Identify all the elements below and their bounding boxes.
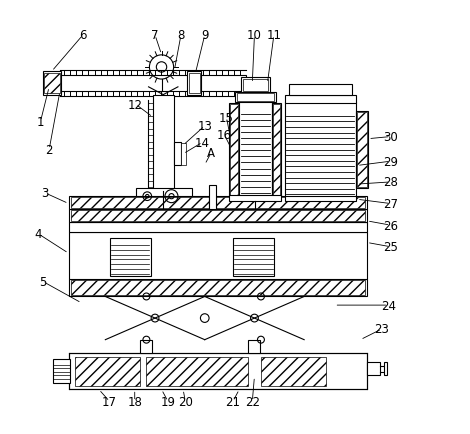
Text: 30: 30 [383,131,398,144]
Text: 14: 14 [195,136,210,149]
Bar [69,279,367,297]
Bar [237,94,274,102]
Text: 24: 24 [381,299,396,312]
Bar [71,198,365,208]
Text: 8: 8 [177,30,185,43]
Bar [248,340,260,353]
Text: 23: 23 [375,322,389,335]
Bar [384,362,387,375]
Bar [289,85,352,95]
Text: 17: 17 [102,395,117,408]
Bar [273,105,281,195]
Bar [229,195,281,202]
Bar [173,142,181,166]
Bar [153,95,173,191]
Text: 4: 4 [35,228,42,241]
Bar [272,104,281,197]
Text: 29: 29 [383,155,398,168]
Text: 10: 10 [247,30,262,43]
Text: 26: 26 [383,219,398,232]
Bar [54,359,70,383]
Bar [209,186,216,210]
Text: 12: 12 [128,99,143,112]
Bar [69,210,367,223]
Bar [285,103,356,197]
Bar [181,144,186,165]
Bar [235,93,276,103]
Text: 18: 18 [127,395,142,408]
Text: 7: 7 [151,30,159,43]
Bar [71,211,365,221]
Text: 15: 15 [219,112,234,124]
Text: 13: 13 [197,120,212,133]
Bar [110,239,151,276]
Bar [239,102,272,197]
Text: 25: 25 [383,241,398,253]
Text: 22: 22 [245,395,260,408]
Bar [146,357,248,386]
Bar [367,362,380,375]
Bar [135,189,192,197]
Bar [243,80,268,92]
Text: 28: 28 [383,176,398,189]
Text: 2: 2 [46,144,53,157]
Bar [233,239,274,276]
Text: 20: 20 [178,395,193,408]
Bar [189,73,200,94]
Bar [69,223,367,232]
Bar [69,353,367,389]
Text: 19: 19 [161,395,175,408]
Bar [356,112,368,189]
Text: 5: 5 [39,275,47,288]
Text: 1: 1 [37,115,44,128]
Bar [230,105,238,195]
Bar [75,357,140,386]
Bar [43,72,61,95]
Bar [209,197,216,210]
Bar [44,73,60,94]
Bar [285,95,356,104]
Bar [188,72,201,95]
Text: 6: 6 [79,30,86,43]
Text: A: A [207,147,215,160]
Text: 9: 9 [201,30,209,43]
Bar [71,281,365,296]
Text: 27: 27 [383,197,398,210]
Bar [69,197,367,210]
Bar [357,113,367,187]
Bar [60,76,246,92]
Text: 21: 21 [225,395,240,408]
Text: 3: 3 [41,187,48,200]
Bar [69,232,367,279]
Bar [229,104,239,197]
Bar [261,357,326,386]
Bar [140,340,152,353]
Bar [285,196,356,202]
Text: 11: 11 [266,30,282,43]
Bar [242,78,270,93]
Text: 16: 16 [217,128,232,141]
